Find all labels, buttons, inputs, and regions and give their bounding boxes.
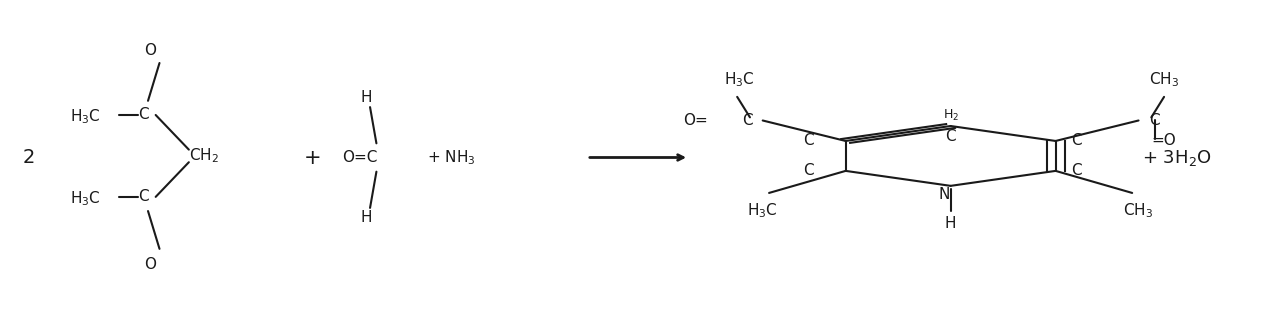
Text: C: C	[138, 189, 148, 204]
Text: C: C	[1071, 163, 1082, 178]
Text: =O: =O	[1151, 134, 1176, 148]
Text: C: C	[946, 129, 956, 144]
Text: $\mathregular{H_3C}$: $\mathregular{H_3C}$	[725, 70, 755, 89]
Text: $\mathregular{CH_2}$: $\mathregular{CH_2}$	[189, 146, 218, 165]
Text: O: O	[144, 257, 157, 272]
Text: C: C	[803, 163, 814, 178]
Text: N: N	[939, 187, 949, 203]
Text: O: O	[144, 43, 157, 58]
Text: $\mathregular{H_2}$: $\mathregular{H_2}$	[943, 108, 958, 123]
Text: $\mathregular{H_3C}$: $\mathregular{H_3C}$	[748, 201, 778, 220]
Text: C: C	[803, 134, 814, 148]
Text: O=C: O=C	[342, 150, 378, 165]
Text: C: C	[1148, 113, 1160, 128]
Text: H: H	[944, 216, 957, 231]
Text: O=: O=	[683, 113, 708, 128]
Text: $\mathregular{CH_3}$: $\mathregular{CH_3}$	[1123, 201, 1154, 220]
Text: +: +	[304, 147, 322, 168]
Text: C: C	[138, 107, 148, 123]
Text: $\mathregular{H_3C}$: $\mathregular{H_3C}$	[70, 107, 101, 126]
Text: $+\ \mathregular{NH_3}$: $+\ \mathregular{NH_3}$	[427, 148, 476, 167]
Text: $\mathregular{H_3C}$: $\mathregular{H_3C}$	[70, 189, 101, 208]
Text: $\mathregular{CH_3}$: $\mathregular{CH_3}$	[1148, 70, 1179, 89]
Text: C: C	[1071, 134, 1082, 148]
Text: C: C	[741, 113, 753, 128]
Text: H: H	[360, 210, 373, 225]
Text: H: H	[360, 90, 373, 105]
Text: $+\ 3\mathregular{H_2O}$: $+\ 3\mathregular{H_2O}$	[1142, 147, 1212, 168]
Text: 2: 2	[23, 148, 36, 167]
